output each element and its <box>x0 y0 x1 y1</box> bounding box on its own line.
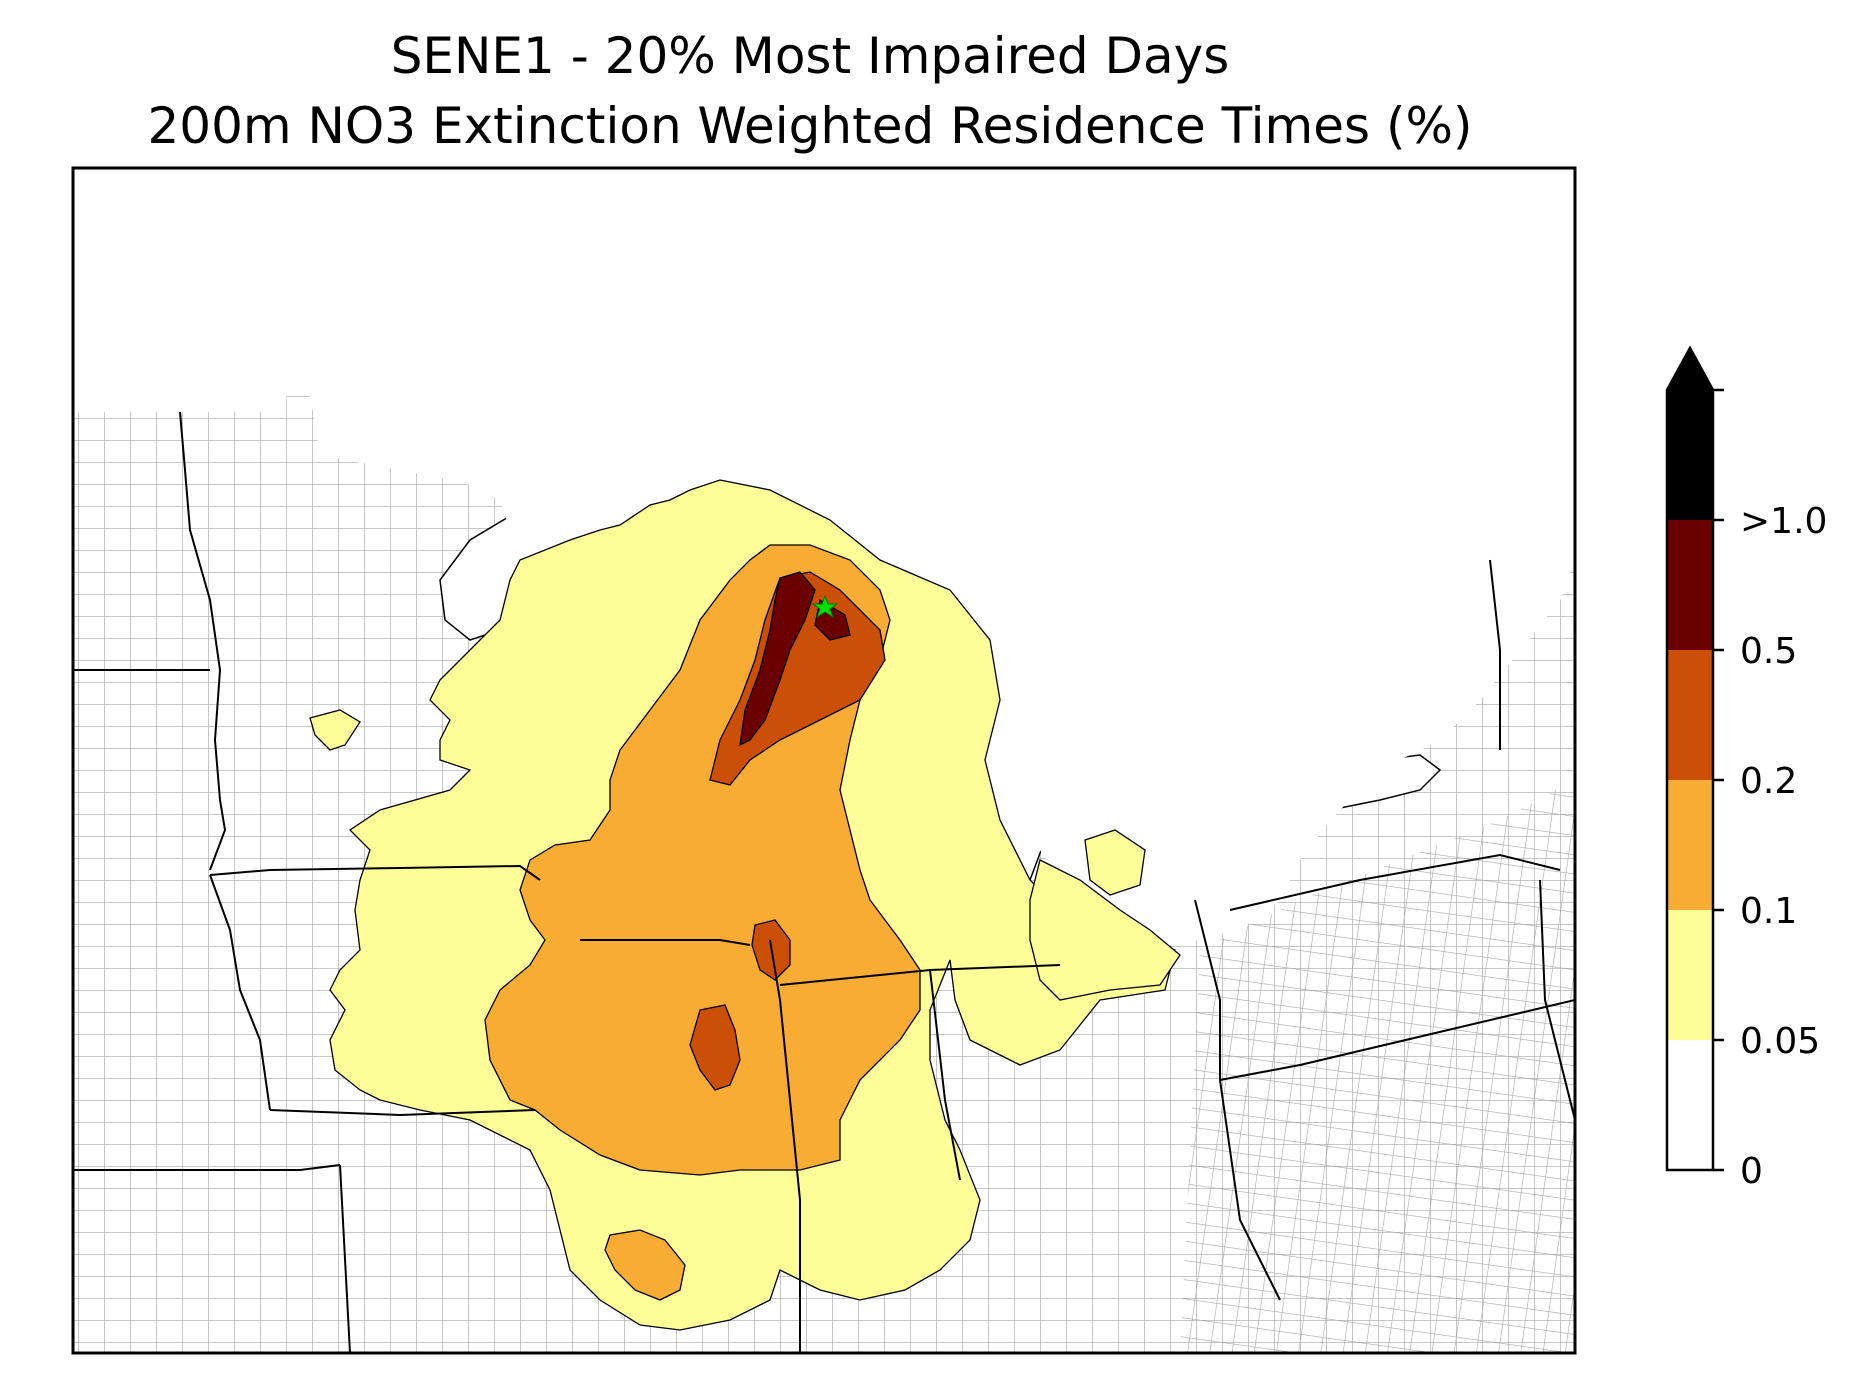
receptor-star-icon <box>811 594 839 619</box>
colorbar-extend-arrow-icon <box>1667 348 1713 390</box>
colorbar-label-0-2: 0.2 <box>1740 761 1798 802</box>
map-frame <box>71 166 1577 1355</box>
colorbar-label-0: 0 <box>1740 1151 1763 1192</box>
contour-0-05-ontario <box>1084 829 1146 896</box>
colorbar-label-gt-1: >1.0 <box>1740 501 1828 542</box>
colorbar <box>1665 345 1724 1172</box>
colorbar-band-0-1 <box>1667 780 1713 910</box>
colorbar-band-0-2 <box>1667 650 1713 780</box>
colorbar-label-0-5: 0.5 <box>1740 631 1798 672</box>
state-boundaries <box>73 411 1575 1353</box>
colorbar-band-0 <box>1667 1040 1713 1170</box>
contour-0-2-illinois <box>689 1004 741 1091</box>
colorbar-band-0-5 <box>1667 520 1713 650</box>
colorbar-label-0-1: 0.1 <box>1740 891 1798 932</box>
colorbar-band-top <box>1667 390 1713 520</box>
contour-fills <box>309 479 1181 1331</box>
contour-0-1-south <box>604 1229 686 1301</box>
contour-0-5 <box>739 571 816 747</box>
colorbar-ticks <box>1713 388 1724 1172</box>
colorbar-band-0-05 <box>1667 910 1713 1040</box>
contour-0-05-minnesota <box>309 709 361 751</box>
contour-0-05-michigan-east <box>1029 859 1181 1001</box>
map-title-line-1: SENE1 - 20% Most Impaired Days <box>390 27 1230 85</box>
map-title-line-2: 200m NO3 Extinction Weighted Residence T… <box>147 97 1473 155</box>
colorbar-label-0-05: 0.05 <box>1740 1021 1821 1062</box>
